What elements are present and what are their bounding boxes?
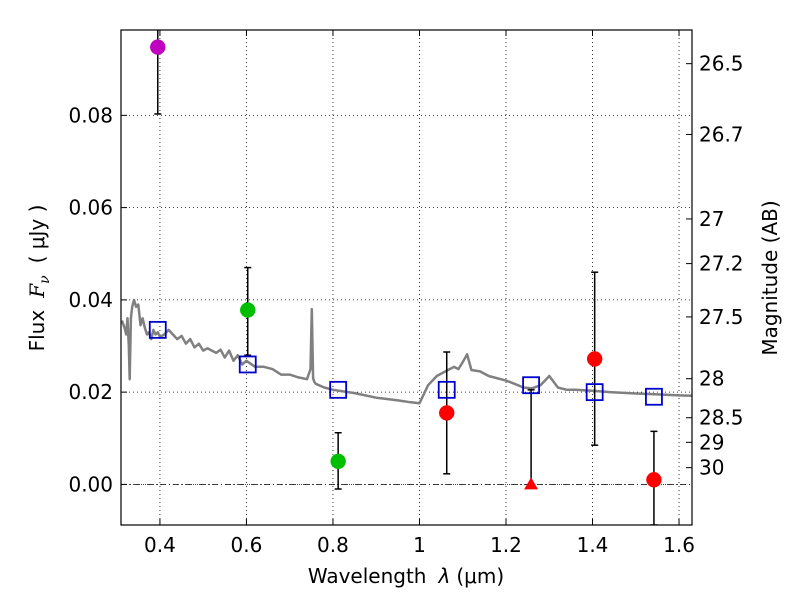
y2-tick-label: 27.5 [699,305,744,329]
x-tick-label: 0.6 [231,533,263,557]
plot-frame [120,29,693,526]
x-tick-label: 0.8 [317,533,349,557]
model-band-marker [437,380,456,399]
model-band-marker [329,380,348,399]
y2-tick-label: 27 [699,207,724,231]
x-axis-label: Wavelength λ (μm) [308,564,504,588]
observed-flux-point [239,302,256,318]
observed-flux-point [330,453,346,470]
plot-area [121,30,692,525]
y2-tick-label: 27.2 [699,252,744,276]
y2-tick-label: 26.7 [699,122,744,146]
y2-tick-label: 30 [699,456,724,480]
model-band-marker [645,387,663,406]
observed-flux-point [438,405,455,421]
y2-tick-label: 28 [699,367,724,391]
x-tick-label: 1 [413,533,426,557]
axis-ticks: 0.4 0.6 0.8 1 1.2 1.4 1.6 0.00 0.02 0.04 0.06 0.08 2… [68,30,744,557]
observed-flux-point [586,351,603,367]
model-band-marker [148,320,167,339]
y2-tick-label: 26.5 [699,52,744,76]
model-band-marker [522,376,540,395]
y-tick-label: 0.00 [68,472,113,496]
y-tick-label: 0.06 [68,196,113,220]
model-band-marker [238,355,257,374]
y-axis-label: FluxFν( μJy ) [25,205,53,352]
observed-flux-point [646,472,662,488]
x-tick-label: 1.2 [490,533,522,557]
y2-axis-label: Magnitude (AB) [758,200,782,355]
observed-flux-point [150,39,166,55]
x-tick-label: 0.4 [144,533,176,557]
y-tick-label: 0.08 [68,103,113,127]
model-band-marker [585,383,604,402]
sed-model-curve [121,298,692,405]
y-tick-label: 0.04 [68,288,113,312]
gridlines [121,30,692,525]
y2-tick-label: 29 [699,430,724,454]
x-tick-label: 1.4 [577,533,609,557]
y-tick-label: 0.02 [68,380,113,404]
upper-limit-marker [524,477,539,490]
y2-tick-label: 28.5 [699,406,744,430]
x-tick-label: 1.6 [663,533,695,557]
